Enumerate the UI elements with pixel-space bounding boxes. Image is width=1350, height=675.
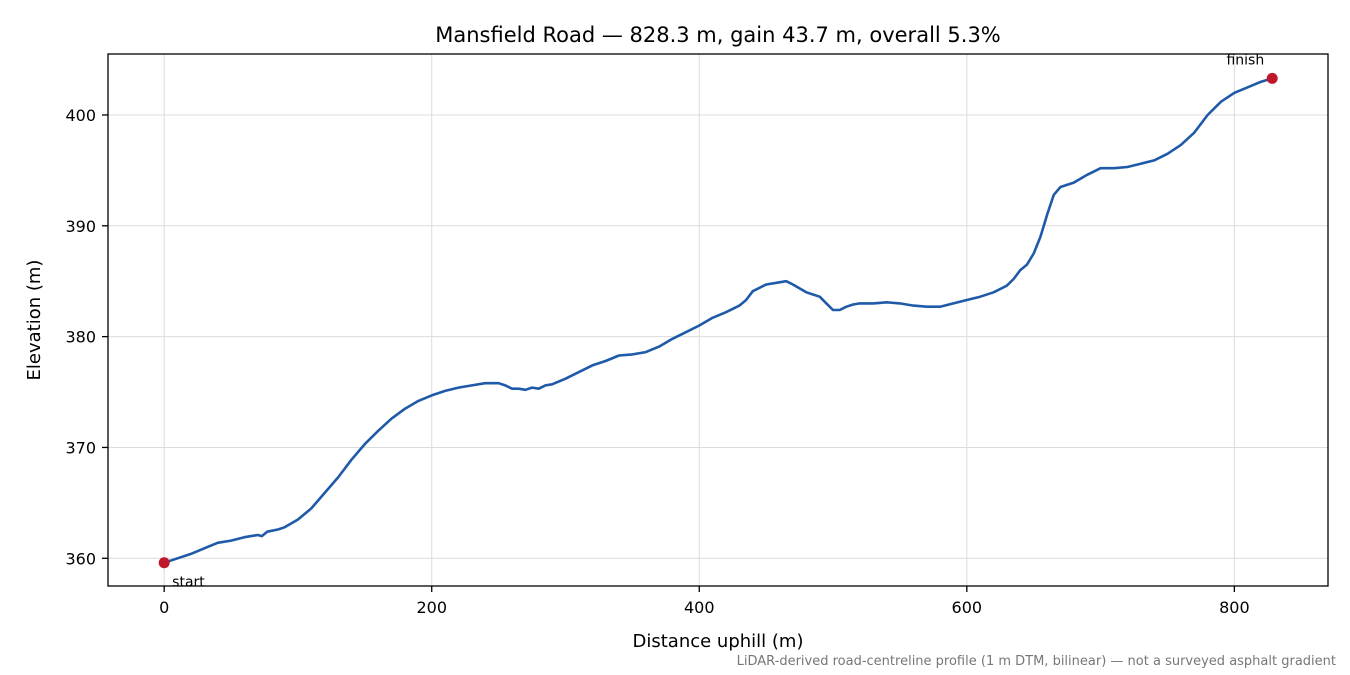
- start-label: start: [172, 575, 205, 591]
- x-tick-label: 800: [1219, 598, 1250, 617]
- grid: [108, 54, 1328, 586]
- x-tick-label: 600: [952, 598, 983, 617]
- x-tick-label: 0: [159, 598, 169, 617]
- y-axis-label: Elevation (m): [24, 260, 45, 381]
- finish-point-marker: [1266, 72, 1278, 84]
- plot-frame: [107, 53, 1329, 587]
- y-tick-label: 390: [65, 217, 96, 236]
- series-layer: [162, 77, 1274, 565]
- x-tick-label: 200: [416, 598, 447, 617]
- y-tick-label: 380: [65, 328, 96, 347]
- start-point-marker: [158, 557, 170, 569]
- footnote: LiDAR-derived road-centreline profile (1…: [737, 654, 1336, 669]
- annotations: start finish: [158, 52, 1278, 591]
- y-axis: 360 370 380 390 400: [65, 106, 108, 568]
- x-axis: 0 200 400 600 800: [159, 586, 1250, 617]
- y-tick-label: 360: [65, 549, 96, 568]
- elevation-profile-line: [162, 77, 1274, 565]
- x-axis-label: Distance uphill (m): [633, 631, 804, 652]
- y-tick-label: 400: [65, 106, 96, 125]
- x-tick-label: 400: [684, 598, 715, 617]
- chart-title: Mansfield Road — 828.3 m, gain 43.7 m, o…: [435, 23, 1001, 47]
- finish-label: finish: [1226, 52, 1264, 68]
- y-tick-label: 370: [65, 438, 96, 457]
